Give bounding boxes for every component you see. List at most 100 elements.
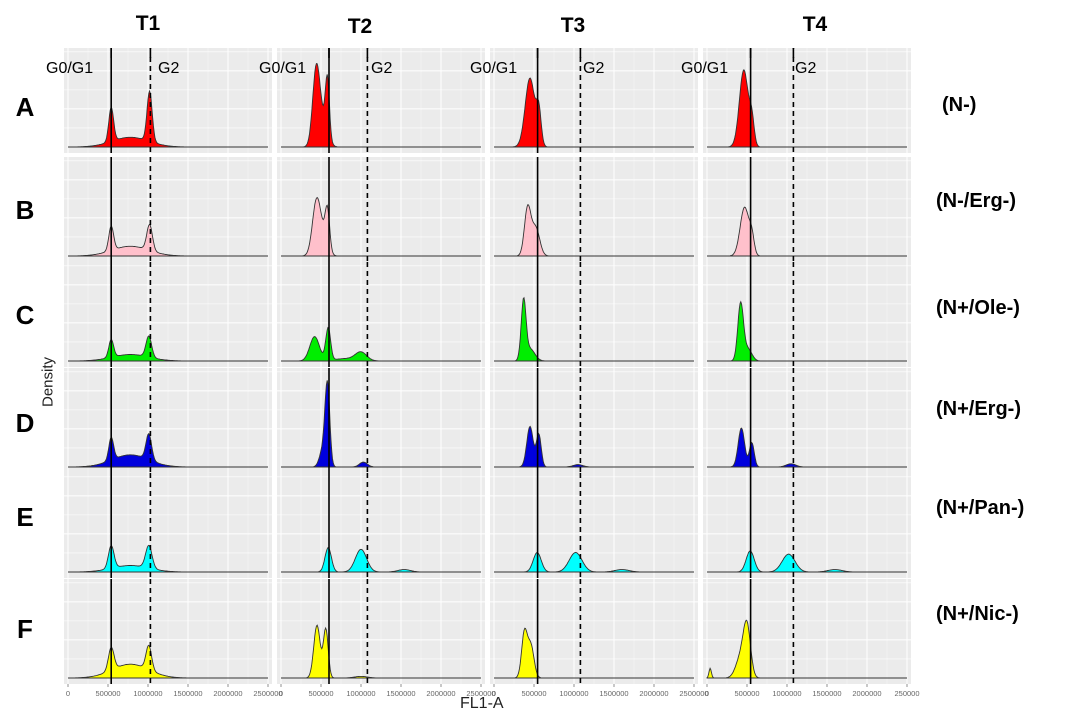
x-tick-label: 500000 (308, 689, 333, 698)
col-title-t4: T4 (802, 13, 828, 36)
density-area (494, 627, 694, 679)
panel-c-t2 (277, 262, 485, 367)
x-tick-label: 0 (492, 689, 496, 698)
panel-d-t2 (277, 368, 485, 473)
density-area (281, 380, 481, 468)
panel-c-t1 (64, 262, 272, 367)
row-condition-f: (N+/Nic-) (936, 603, 1019, 625)
x-tick-label: 1500000 (599, 689, 628, 698)
g2-label-t3: G2 (583, 60, 605, 77)
panel-f-t1 (64, 579, 272, 684)
x-axis-label: FL1-A (460, 695, 504, 712)
panel-d-t3 (490, 368, 698, 473)
x-tick-label: 2000000 (213, 689, 242, 698)
density-area (707, 300, 907, 362)
x-tick-label: 1500000 (812, 689, 841, 698)
x-tick-label: 500000 (521, 689, 546, 698)
panel-b-t3 (490, 157, 698, 262)
g2-label-t2: G2 (371, 60, 393, 77)
density-area (68, 223, 268, 257)
g0g1-label-t1: G0/G1 (46, 60, 94, 77)
row-letter-a: A (15, 92, 35, 122)
g2-label-t4: G2 (795, 60, 817, 77)
density-area (494, 77, 694, 148)
x-tick-label: 0 (66, 689, 70, 698)
row-condition-e: (N+/Pan-) (936, 497, 1025, 519)
row-condition-c: (N+/Ole-) (936, 297, 1020, 319)
row-letter-e: E (16, 502, 34, 532)
x-tick-label: 500000 (734, 689, 759, 698)
col-title-t1: T1 (135, 12, 161, 35)
panel-a-t1 (64, 48, 272, 153)
x-tick-label: 250000 (894, 689, 919, 698)
panel-e-t3 (490, 473, 698, 578)
row-letter-d: D (15, 408, 35, 438)
density-area (281, 62, 481, 148)
row-letter-b: B (15, 195, 35, 225)
x-tick-label: 2000000 (639, 689, 668, 698)
density-area (494, 425, 694, 468)
panel-f-t4 (703, 579, 911, 684)
panel-d-t4 (703, 368, 911, 473)
x-tick-label: 500000 (95, 689, 120, 698)
panel-a-t2 (277, 48, 485, 153)
x-tick-label: 2500000 (679, 689, 708, 698)
density-area (706, 619, 907, 679)
x-tick-label: 1000000 (133, 689, 162, 698)
panel-b-t2 (277, 157, 485, 262)
density-area (707, 550, 907, 573)
panel-e-t2 (277, 473, 485, 578)
density-area (494, 204, 694, 257)
col-title-t3: T3 (560, 14, 586, 37)
row-condition-d: (N+/Erg-) (936, 398, 1021, 420)
density-area (68, 335, 268, 362)
x-tick-label: 2000000 (426, 689, 455, 698)
x-tick-label: 1500000 (386, 689, 415, 698)
panel-e-t1 (64, 473, 272, 578)
x-tick-label: 1000000 (346, 689, 375, 698)
density-area (68, 89, 268, 148)
density-area (68, 544, 268, 573)
y-axis-label: Density (39, 356, 57, 408)
col-title-t2: T2 (347, 15, 373, 38)
panel-a-t3 (490, 48, 698, 153)
x-tick-label: 0 (279, 689, 283, 698)
row-letter-c: C (15, 300, 35, 330)
density-area (707, 206, 907, 257)
panel-f-t3 (490, 579, 698, 684)
x-tick-label: 0 (705, 689, 709, 698)
panel-f-t2 (277, 579, 485, 684)
density-area (494, 296, 694, 362)
panel-b-t4 (703, 157, 911, 262)
density-area (67, 644, 268, 679)
panel-c-t4 (703, 262, 911, 367)
density-area (281, 547, 481, 573)
density-area (68, 432, 268, 468)
x-tick-label: 1500000 (173, 689, 202, 698)
x-tick-label: 1000000 (772, 689, 801, 698)
panel-b-t1 (64, 157, 272, 262)
x-tick-label: 2000000 (852, 689, 881, 698)
row-condition-b: (N-/Erg-) (936, 190, 1016, 212)
panel-d-t1 (64, 368, 272, 473)
x-tick-label: 1000000 (559, 689, 588, 698)
g0g1-label-t2: G0/G1 (259, 60, 307, 77)
g0g1-label-t3: G0/G1 (470, 60, 518, 77)
density-area (707, 427, 907, 468)
density-area (281, 326, 481, 362)
density-area (281, 196, 481, 257)
density-area (281, 624, 481, 679)
row-letter-f: F (17, 614, 33, 644)
g0g1-label-t4: G0/G1 (681, 60, 729, 77)
g2-label-t1: G2 (158, 60, 180, 77)
panel-e-t4 (703, 473, 911, 578)
density-area (707, 69, 907, 148)
panel-a-t4 (703, 48, 911, 153)
density-area (494, 551, 694, 573)
panel-c-t3 (490, 262, 698, 367)
x-tick-label: 2500000 (253, 689, 282, 698)
row-condition-a: (N-) (942, 94, 977, 116)
x-tick-label: 2500000 (466, 689, 495, 698)
